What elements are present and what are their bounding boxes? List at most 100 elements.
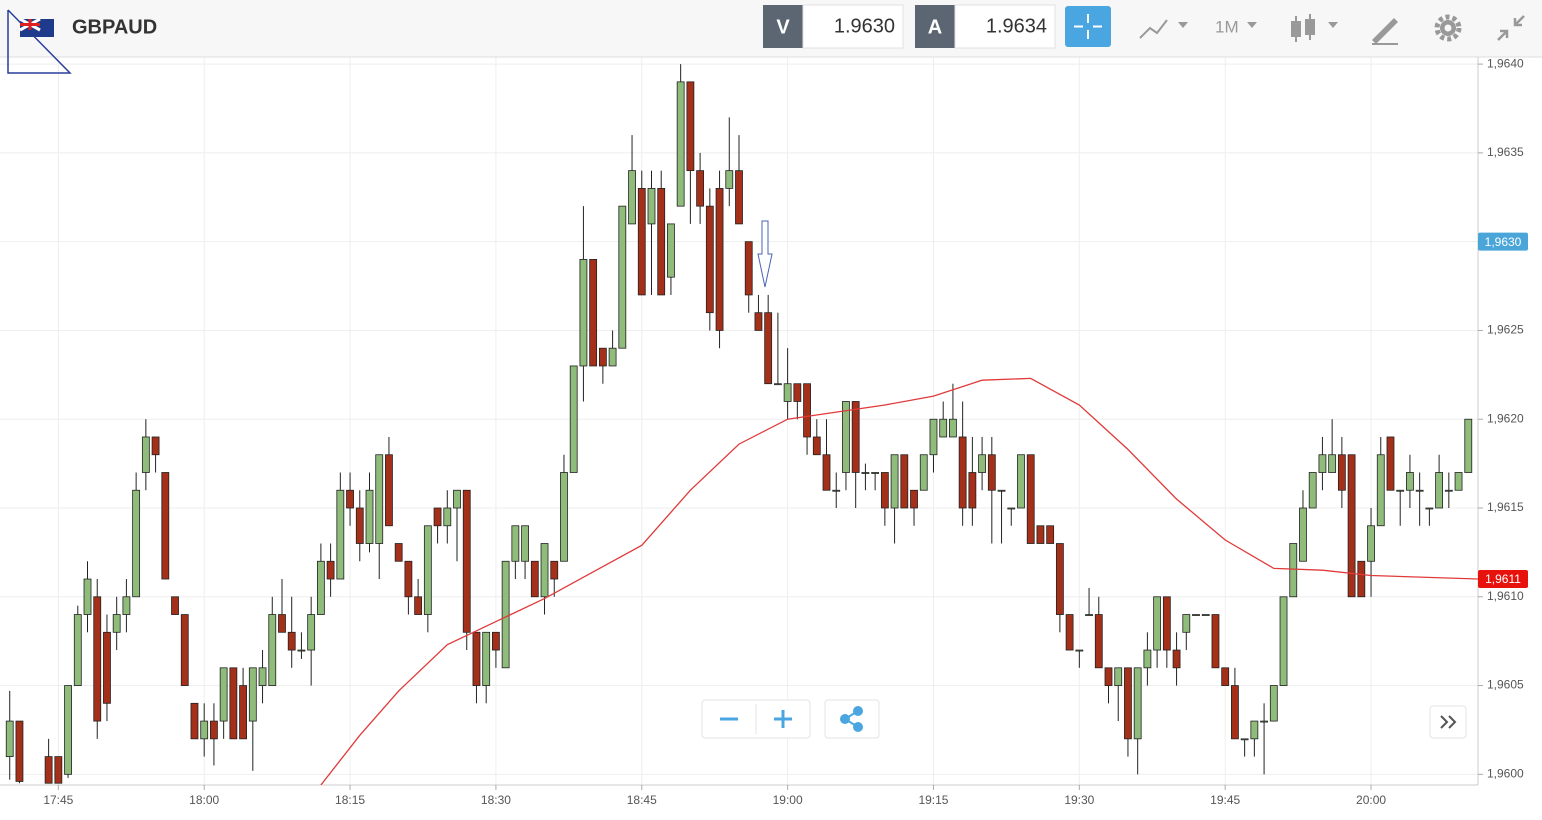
candle-body [1386, 436, 1395, 491]
candle-body [589, 259, 598, 367]
candle-body [1435, 472, 1444, 509]
candle-body [803, 383, 811, 438]
candle-body [608, 347, 617, 367]
candle-body [822, 454, 831, 491]
timeframe-caret [1247, 22, 1257, 28]
candle-body [73, 614, 82, 686]
candle-body [482, 631, 491, 686]
candle-body [832, 489, 841, 492]
candle-body [1444, 489, 1453, 492]
zoom-in[interactable] [774, 710, 792, 728]
zoom-controls [701, 699, 1467, 739]
x-tick-label: 18:45 [627, 793, 657, 807]
candle-body [112, 614, 121, 633]
candle-body [15, 720, 24, 782]
candle-body [530, 560, 539, 598]
crosshair-button[interactable] [1065, 6, 1111, 47]
candle-body [715, 187, 724, 331]
y-tick-label: 1,9625 [1487, 323, 1524, 337]
candle-body [239, 685, 247, 740]
candle-body [1396, 489, 1405, 492]
candle-body [171, 596, 179, 615]
candle-body [248, 667, 257, 722]
candle-body [1376, 454, 1385, 527]
candle-body [64, 685, 72, 775]
sell-label: V [776, 16, 790, 38]
candle-body [1347, 454, 1356, 598]
draw-button[interactable] [1372, 18, 1398, 45]
candle-body [44, 756, 53, 784]
indicators-button[interactable] [1291, 14, 1338, 42]
candle-body [628, 170, 636, 225]
candle-body [579, 259, 588, 367]
x-tick-label: 18:15 [335, 793, 365, 807]
candle-body [1124, 667, 1132, 740]
candle-body [443, 507, 452, 527]
candle-body [93, 596, 102, 722]
candle-body [1153, 596, 1162, 651]
buy-button[interactable] [915, 5, 955, 48]
buy-label: A [928, 16, 942, 38]
candle-body [1328, 454, 1337, 473]
candle-body [219, 667, 228, 722]
chart-type-button[interactable] [1139, 19, 1188, 39]
candle-body [560, 472, 568, 562]
grid [0, 57, 1478, 785]
candle-body [83, 578, 92, 615]
timeframe[interactable]: 1M [1215, 17, 1239, 36]
candle-body [1240, 738, 1249, 741]
candle-body [987, 454, 996, 491]
candle-body [151, 436, 160, 456]
candle-body [1318, 454, 1327, 473]
candle-body [550, 560, 559, 580]
candle-body [316, 560, 325, 615]
y-tick-label: 1,9605 [1487, 678, 1524, 692]
candle-body [1308, 472, 1317, 509]
candle-body [414, 596, 423, 615]
candle-body [910, 489, 918, 509]
settings-button[interactable] [1434, 14, 1462, 42]
candle-body [229, 667, 238, 740]
share-button[interactable] [824, 699, 880, 739]
candle-body [287, 631, 296, 651]
candle-body [1094, 614, 1103, 669]
candle-body [939, 418, 948, 438]
candle-body [180, 614, 189, 686]
price-marker [1478, 570, 1528, 589]
candle-body [1114, 667, 1123, 686]
candle-body [404, 560, 413, 598]
candle-body [141, 436, 150, 473]
candle-body [54, 756, 63, 784]
flag-icon [19, 17, 54, 37]
candle-body [501, 560, 510, 669]
candle-body [657, 187, 666, 296]
candle-body [705, 205, 714, 314]
candle-body [268, 614, 277, 686]
x-tick-label: 20:00 [1356, 793, 1386, 807]
candle-body [200, 720, 209, 740]
y-tick-label: 1,9610 [1487, 589, 1524, 603]
candle-body [569, 365, 578, 473]
candle-body [5, 720, 14, 757]
candle-body [1425, 507, 1434, 510]
candle-body [1289, 543, 1298, 598]
candle-body [1104, 667, 1113, 686]
candle-body [754, 312, 763, 331]
candle-body [929, 418, 938, 456]
y-tick-label: 1,9615 [1487, 500, 1524, 514]
candle-body [122, 596, 131, 615]
crosshair-icon [1074, 14, 1102, 39]
candle-body [492, 631, 500, 651]
candle-body [1065, 614, 1074, 651]
candle-body [647, 187, 656, 225]
sell-price-box[interactable] [802, 4, 904, 49]
candle-body [297, 649, 306, 652]
buy-price-box[interactable] [954, 4, 1056, 49]
candle-body [423, 525, 432, 615]
candle-body [919, 454, 928, 491]
sell-button[interactable] [763, 5, 803, 48]
candle-body [1367, 525, 1375, 562]
collapse-button[interactable] [1497, 15, 1525, 41]
candle-body [385, 454, 393, 527]
annotation-arrow [757, 220, 773, 288]
